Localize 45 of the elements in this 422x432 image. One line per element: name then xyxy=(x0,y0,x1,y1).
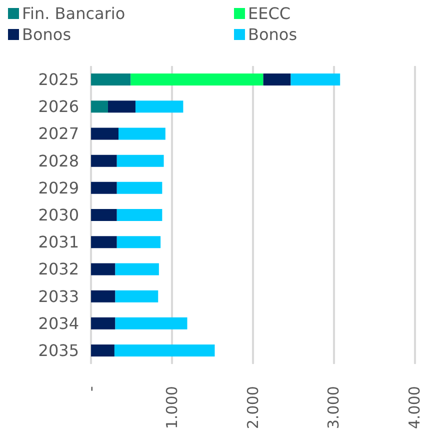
legend-label: Fin. Bancario xyxy=(22,4,126,23)
bar xyxy=(91,100,108,113)
bar xyxy=(108,100,136,113)
bar xyxy=(116,154,164,167)
x-tick-label: 1.000 xyxy=(162,386,181,430)
y-tick-label: 2027 xyxy=(38,124,79,144)
y-tick-label: 2026 xyxy=(38,97,79,116)
bar xyxy=(91,290,116,302)
y-tick-label: 2034 xyxy=(38,314,79,333)
bar xyxy=(91,182,117,194)
x-tick-label: 3.000 xyxy=(324,386,343,430)
bar xyxy=(130,74,264,86)
bar xyxy=(116,236,161,248)
x-tick-label: 2.000 xyxy=(244,386,262,430)
y-tick-label: 2030 xyxy=(38,206,79,225)
y-tick-label: 2029 xyxy=(38,178,79,198)
x-tick-label: 4.000 xyxy=(406,386,422,430)
x-tick-label: - xyxy=(82,386,100,392)
y-tick-label: 2032 xyxy=(38,260,79,279)
bar xyxy=(91,154,117,167)
bar xyxy=(116,209,162,222)
bar xyxy=(91,317,116,330)
bar xyxy=(115,317,188,330)
bar xyxy=(91,128,118,140)
bar xyxy=(118,128,166,140)
bar xyxy=(263,74,291,86)
legend-label: Bonos xyxy=(248,25,298,44)
bar xyxy=(91,263,116,276)
bar xyxy=(115,290,158,302)
y-tick-label: 2033 xyxy=(38,286,79,306)
y-tick-label: 2025 xyxy=(38,70,79,90)
bar xyxy=(290,74,340,86)
y-tick-label: 2031 xyxy=(38,232,79,252)
bar xyxy=(116,182,162,194)
legend-label: EECC xyxy=(248,4,291,23)
y-tick-label: 2035 xyxy=(38,341,79,360)
legend-label: Bonos xyxy=(22,25,72,44)
bar xyxy=(91,236,117,248)
y-tick-label: 2028 xyxy=(38,151,79,170)
bar xyxy=(91,74,131,86)
bar xyxy=(135,100,184,113)
bar xyxy=(115,263,159,276)
bar xyxy=(91,344,114,357)
bar xyxy=(91,209,117,222)
bar xyxy=(114,344,215,357)
